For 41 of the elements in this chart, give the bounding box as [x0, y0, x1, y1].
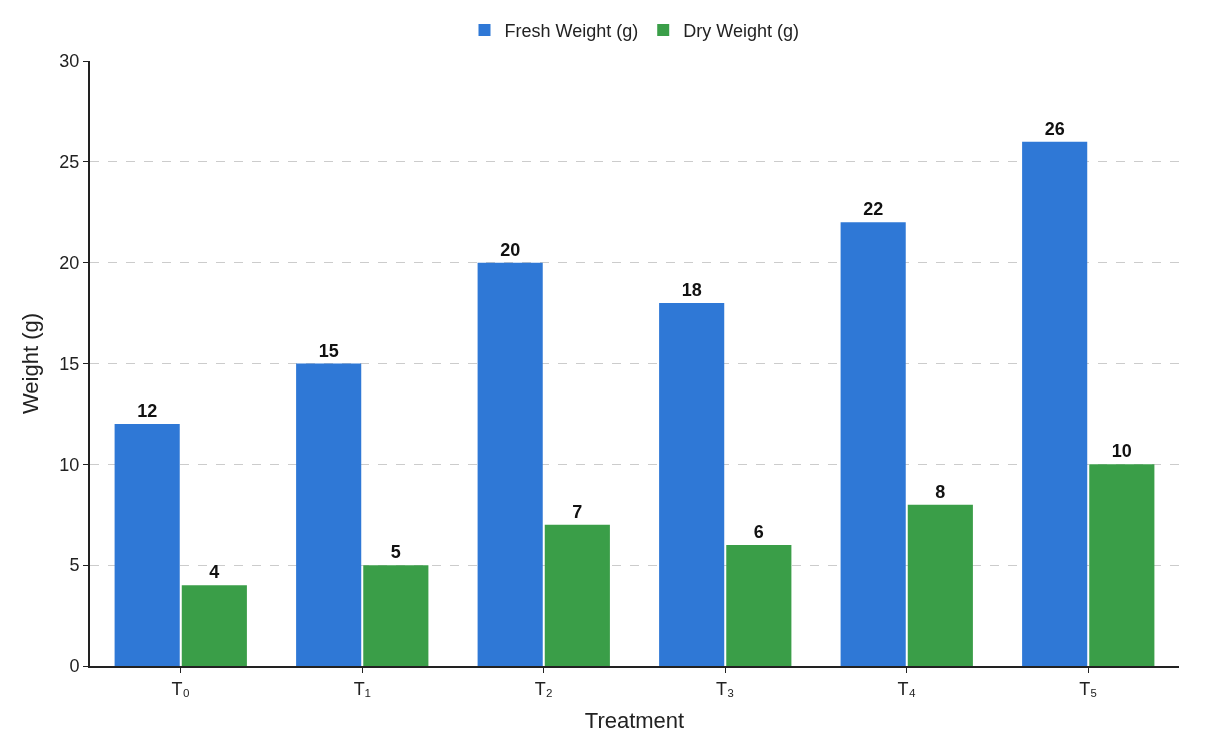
data-label: 18: [681, 280, 702, 300]
data-label: 12: [137, 401, 158, 421]
data-label: 26: [1044, 118, 1065, 139]
bar: [726, 545, 792, 666]
data-label: 4: [209, 562, 220, 583]
y-tick-label: 30: [59, 51, 80, 72]
y-tick-label: 5: [69, 555, 80, 576]
legend-label: Dry Weight (g): [683, 21, 799, 42]
y-tick-label: 15: [59, 353, 80, 374]
bar: [544, 524, 610, 666]
bar: [181, 585, 247, 666]
legend-label: Fresh Weight (g): [504, 21, 639, 42]
y-tick-label: 25: [59, 152, 80, 173]
bar: [840, 222, 906, 666]
data-label: 5: [390, 542, 401, 563]
y-tick-label: 0: [69, 656, 80, 677]
bar: [659, 303, 725, 666]
bar: [363, 565, 429, 666]
data-label: 7: [572, 501, 583, 522]
data-label: 10: [1111, 441, 1132, 462]
bar: [114, 424, 180, 666]
bar: [1089, 464, 1155, 666]
x-tick-label: T₃: [716, 678, 735, 699]
bar: [296, 363, 362, 666]
x-tick-label: T₀: [171, 678, 190, 699]
data-label: 20: [500, 239, 521, 260]
data-label: 15: [318, 340, 339, 361]
x-tick-label: T₅: [1079, 678, 1098, 699]
bar: [477, 262, 543, 666]
x-tick-label: T₄: [897, 678, 916, 699]
x-tick-label: T₂: [534, 678, 553, 699]
y-axis-title: Weight (g): [17, 312, 43, 415]
x-tick-label: T₁: [353, 678, 371, 699]
bar: [907, 504, 973, 666]
data-label: 6: [753, 522, 764, 542]
data-label: 22: [863, 199, 884, 220]
y-tick-label: 10: [59, 454, 80, 475]
y-tick-label: 20: [59, 252, 80, 273]
x-axis-title: Treatment: [584, 708, 685, 733]
data-label: 8: [935, 481, 946, 502]
bar: [1022, 141, 1088, 666]
